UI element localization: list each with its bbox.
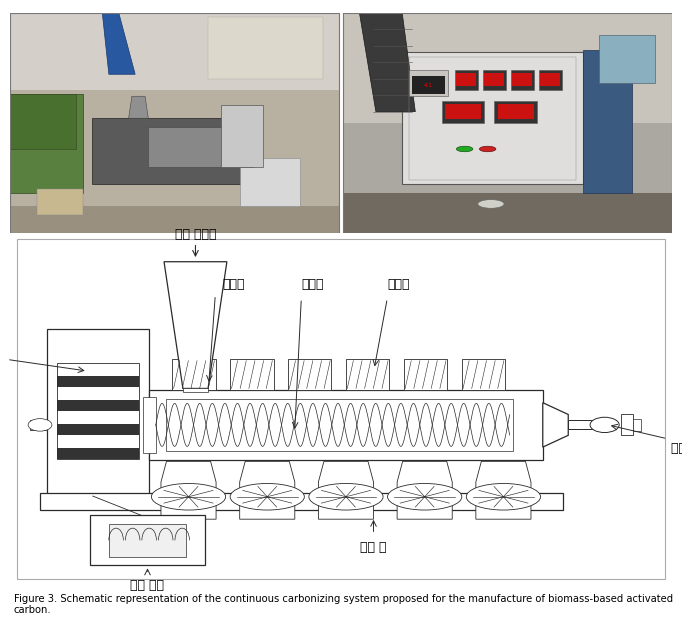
Ellipse shape: [466, 483, 541, 510]
Bar: [37, 189, 83, 215]
Bar: [240, 158, 299, 206]
Polygon shape: [161, 461, 216, 519]
Bar: [445, 104, 481, 119]
Polygon shape: [359, 13, 415, 111]
Ellipse shape: [309, 483, 383, 510]
Text: 작동 모터: 작동 모터: [130, 580, 164, 592]
Bar: [173, 359, 216, 390]
Bar: [57, 448, 139, 459]
Bar: [207, 17, 323, 78]
Bar: [539, 70, 561, 90]
Ellipse shape: [387, 483, 462, 510]
Bar: [404, 359, 447, 390]
Bar: [10, 94, 76, 149]
Polygon shape: [164, 262, 227, 389]
Circle shape: [456, 147, 473, 152]
Bar: [456, 73, 476, 87]
Bar: [89, 515, 205, 566]
Bar: [633, 419, 641, 431]
Bar: [46, 329, 149, 496]
Text: 원료 투입구: 원료 투입구: [175, 228, 216, 241]
Text: 탄화로: 탄화로: [222, 278, 244, 291]
Circle shape: [479, 147, 496, 152]
Text: Figure 3. Schematic representation of the continuous carbonizing system proposed: Figure 3. Schematic representation of th…: [14, 594, 672, 615]
Bar: [483, 70, 506, 90]
Bar: [288, 359, 331, 390]
Bar: [512, 73, 532, 87]
Bar: [57, 376, 139, 387]
Bar: [343, 13, 672, 233]
Bar: [412, 76, 445, 94]
Polygon shape: [102, 13, 135, 75]
Bar: [442, 101, 484, 122]
Ellipse shape: [151, 483, 226, 510]
Text: 냉각 팬: 냉각 팬: [360, 541, 387, 554]
Text: 4.1: 4.1: [424, 83, 433, 88]
Bar: [57, 400, 139, 412]
Bar: [109, 524, 186, 557]
Text: 스쿠류: 스쿠류: [301, 278, 324, 291]
Text: 가열기: 가열기: [387, 278, 410, 291]
Polygon shape: [543, 403, 568, 447]
Bar: [10, 206, 339, 233]
Circle shape: [590, 417, 619, 433]
Bar: [10, 13, 339, 233]
Ellipse shape: [230, 483, 304, 510]
Bar: [409, 57, 576, 180]
Bar: [343, 13, 672, 122]
Circle shape: [28, 419, 52, 431]
Bar: [40, 492, 563, 510]
Bar: [540, 73, 560, 87]
Bar: [409, 70, 448, 96]
Bar: [343, 13, 672, 233]
Bar: [583, 50, 632, 193]
Bar: [221, 105, 263, 166]
Text: 활성탄 배출구: 활성탄 배출구: [671, 442, 682, 455]
Bar: [10, 13, 339, 90]
Bar: [497, 104, 534, 119]
Bar: [621, 415, 633, 435]
Bar: [10, 13, 339, 233]
Bar: [455, 70, 478, 90]
Bar: [346, 359, 389, 390]
Polygon shape: [129, 96, 148, 118]
Bar: [494, 101, 537, 122]
Bar: [462, 359, 505, 390]
Bar: [484, 73, 504, 87]
Bar: [143, 397, 155, 453]
Bar: [343, 193, 672, 233]
Polygon shape: [397, 461, 452, 519]
Bar: [568, 420, 598, 429]
Bar: [231, 359, 273, 390]
Bar: [30, 420, 46, 430]
Bar: [93, 118, 257, 184]
Bar: [57, 424, 139, 435]
Bar: [10, 94, 83, 193]
Bar: [148, 127, 254, 166]
Bar: [599, 34, 655, 83]
Bar: [511, 70, 534, 90]
Bar: [149, 390, 543, 460]
Polygon shape: [239, 461, 295, 519]
Bar: [166, 399, 513, 451]
Polygon shape: [476, 461, 531, 519]
Bar: [57, 363, 139, 459]
Polygon shape: [318, 461, 374, 519]
Bar: [183, 389, 208, 392]
Circle shape: [478, 199, 504, 208]
Bar: [402, 52, 583, 184]
